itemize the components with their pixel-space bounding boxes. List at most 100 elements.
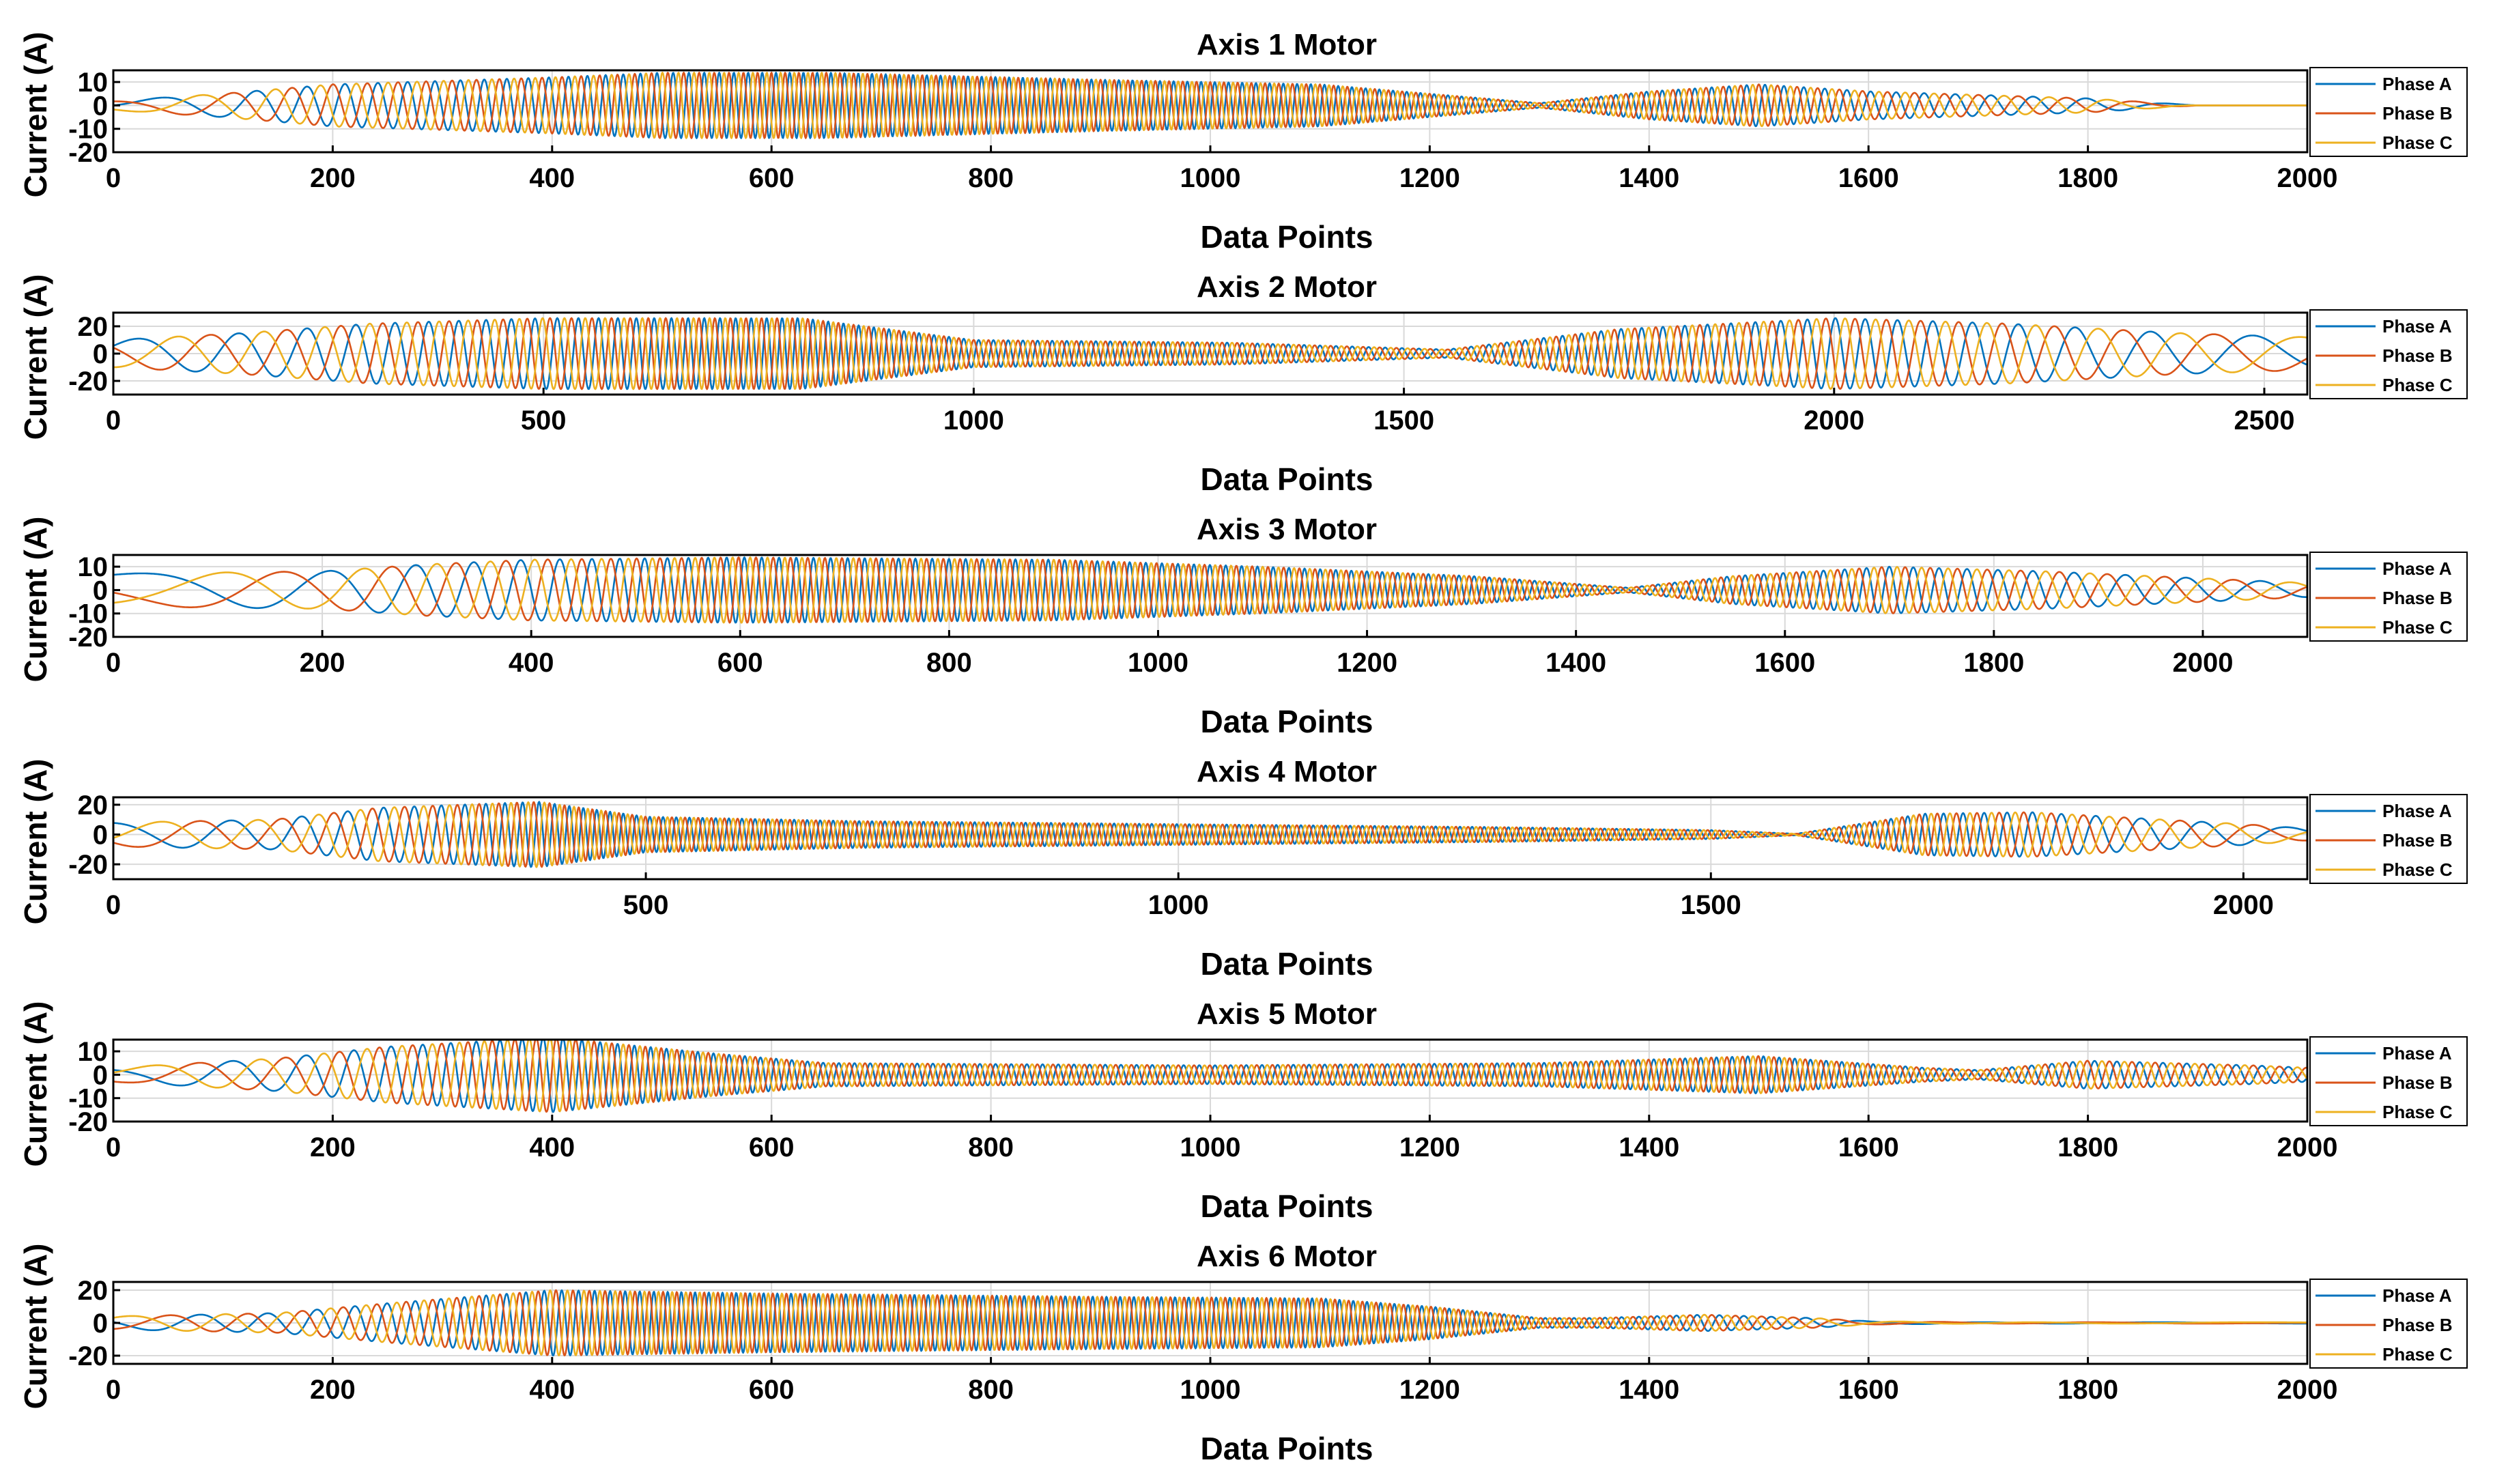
- x-tick-label: 0: [106, 1375, 121, 1405]
- legend-box: [2309, 1036, 2468, 1126]
- legend-entry: Phase B: [2382, 1072, 2453, 1093]
- y-axis-label: Current (A): [18, 274, 53, 440]
- y-tick-label: 0: [93, 575, 108, 605]
- x-tick-label: 2000: [2277, 1375, 2338, 1405]
- legend-entry: Phase C: [2382, 1344, 2453, 1365]
- series-line-phase-b: [113, 1289, 2308, 1356]
- x-tick-label: 600: [749, 1375, 795, 1405]
- y-tick-label: 20: [78, 1276, 109, 1306]
- y-axis-label: Current (A): [18, 1001, 53, 1167]
- series-line-phase-c: [113, 1289, 2308, 1356]
- legend: Phase A Phase B Phase C: [2309, 552, 2468, 642]
- x-tick-label: 800: [968, 163, 1014, 193]
- y-tick-label: -20: [68, 623, 108, 653]
- y-tick-label: 0: [93, 339, 108, 369]
- series-line-phase-a: [113, 556, 2308, 624]
- x-tick-label: 1500: [1681, 890, 1741, 920]
- legend-entry: Phase A: [2382, 1043, 2452, 1064]
- x-tick-label: 1400: [1619, 1132, 1679, 1162]
- series-line-phase-c: [113, 801, 2308, 868]
- legend-box: [2309, 794, 2468, 884]
- x-tick-label: 1400: [1619, 163, 1679, 193]
- subplot-axis-6: 0 200 400 600 800 1000 1200 1400 1600 1800 2000-20…: [18, 1240, 2468, 1466]
- legend-entry: Phase A: [2382, 1285, 2452, 1306]
- x-axis-label: Data Points: [1200, 1188, 1373, 1224]
- x-tick-label: 800: [926, 648, 972, 678]
- x-tick-label: 0: [106, 163, 121, 193]
- legend: Phase A Phase B Phase C: [2309, 309, 2468, 399]
- x-tick-label: 500: [623, 890, 669, 920]
- x-tick-label: 1000: [1180, 163, 1241, 193]
- x-tick-label: 2000: [2213, 890, 2274, 920]
- x-tick-label: 1400: [1545, 648, 1606, 678]
- x-tick-label: 1000: [1180, 1375, 1241, 1405]
- x-tick-label: 200: [310, 1375, 356, 1405]
- x-tick-label: 400: [529, 163, 575, 193]
- x-tick-label: 400: [529, 1132, 575, 1162]
- y-axis-label: Current (A): [18, 759, 53, 925]
- subplot-axis-3: 0 200 400 600 800 1000 1200 1400 1600 1800 2000 -20…: [18, 513, 2468, 739]
- x-tick-label: 1000: [1148, 890, 1209, 920]
- y-tick-label: 0: [93, 1309, 108, 1339]
- y-tick-label: 0: [93, 821, 108, 851]
- legend-entry: Phase B: [2382, 588, 2453, 608]
- x-tick-label: 2000: [2277, 1132, 2338, 1162]
- y-tick-label: 0: [93, 1060, 108, 1090]
- series-line-phase-a: [113, 317, 2308, 390]
- y-tick-label: -20: [68, 1107, 108, 1137]
- x-tick-label: 0: [106, 890, 121, 920]
- legend: Phase A Phase B Phase C: [2309, 1279, 2468, 1369]
- legend-box: [2309, 67, 2468, 157]
- x-tick-label: 1800: [2057, 163, 2118, 193]
- series-line-phase-c: [113, 1038, 2309, 1113]
- chart-title: Axis 4 Motor: [1197, 755, 1377, 788]
- y-tick-label: -20: [68, 850, 108, 880]
- y-tick-label: -10: [68, 1084, 108, 1114]
- chart-title: Axis 5 Motor: [1197, 997, 1377, 1031]
- y-tick-label: 20: [78, 312, 109, 342]
- x-tick-label: 200: [300, 648, 345, 678]
- x-tick-label: 600: [717, 648, 763, 678]
- subplot-axis-5: 0 200 400 600 800 1000 1200 1400 1600 1800 2000 -20…: [18, 997, 2468, 1224]
- y-tick-label: -10: [68, 115, 108, 145]
- legend-entry: Phase B: [2382, 345, 2453, 366]
- x-tick-label: 600: [749, 163, 795, 193]
- series-line-phase-b: [113, 801, 2308, 868]
- chart-title: Axis 2 Motor: [1197, 270, 1377, 304]
- x-tick-label: 1600: [1838, 1132, 1899, 1162]
- legend: Phase A Phase B Phase C: [2309, 1036, 2468, 1126]
- y-axis-label: Current (A): [18, 1244, 53, 1410]
- axes-box: [112, 554, 2309, 638]
- x-tick-label: 1600: [1754, 648, 1815, 678]
- y-axis-label: Current (A): [18, 517, 53, 683]
- legend-entry: Phase A: [2382, 74, 2452, 94]
- x-tick-label: 2000: [2172, 648, 2233, 678]
- x-tick-label: 400: [529, 1375, 575, 1405]
- x-tick-label: 0: [106, 648, 121, 678]
- x-tick-label: 800: [968, 1132, 1014, 1162]
- x-tick-label: 0: [106, 1132, 121, 1162]
- y-tick-label: 0: [93, 91, 108, 121]
- x-tick-label: 1500: [1373, 405, 1434, 436]
- legend-entry: Phase C: [2382, 375, 2453, 395]
- axes-box: [112, 796, 2309, 881]
- subplot-axis-1: 0 200 400 600 800 1000 1200 1400 1600 1800 2000 -20…: [18, 28, 2468, 255]
- x-tick-label: 1000: [1128, 648, 1188, 678]
- x-tick-label: 1800: [2057, 1375, 2118, 1405]
- x-tick-label: 1200: [1399, 1132, 1460, 1162]
- y-tick-label: -20: [68, 367, 108, 397]
- x-tick-label: 200: [310, 163, 356, 193]
- x-axis-label: Data Points: [1200, 946, 1373, 982]
- x-tick-label: 800: [968, 1375, 1014, 1405]
- chart-title: Axis 3 Motor: [1197, 513, 1377, 546]
- x-tick-label: 2500: [2234, 405, 2294, 436]
- y-tick-label: -10: [68, 599, 108, 629]
- legend-entry: Phase A: [2382, 801, 2452, 821]
- x-tick-label: 1200: [1337, 648, 1397, 678]
- legend-entry: Phase B: [2382, 1315, 2453, 1335]
- legend-entry: Phase C: [2382, 132, 2453, 153]
- x-tick-label: 1600: [1838, 163, 1899, 193]
